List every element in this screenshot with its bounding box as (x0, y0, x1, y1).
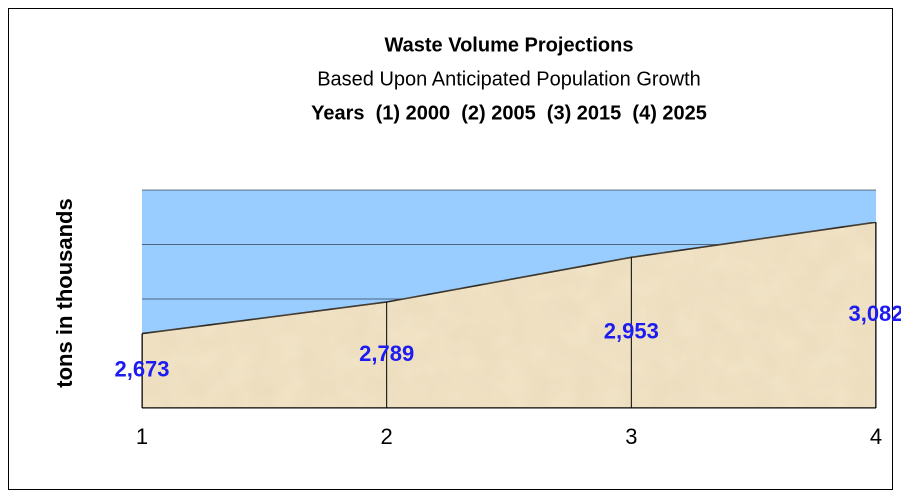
chart-subtitle: Based Upon Anticipated Population Growth (317, 68, 701, 90)
y-axis-label: tons in thousands (52, 198, 77, 387)
chart-note: Years (1) 2000 (2) 2005 (3) 2015 (4) 202… (311, 102, 707, 124)
data-label: 2,673 (114, 357, 169, 382)
data-label: 2,789 (359, 341, 414, 366)
x-tick-label: 1 (136, 424, 148, 449)
data-label: 3,082 (848, 301, 901, 326)
x-tick-label: 2 (381, 424, 393, 449)
data-label: 2,953 (604, 318, 659, 343)
x-tick-label: 3 (625, 424, 637, 449)
x-tick-label: 4 (870, 424, 882, 449)
chart-title: Waste Volume Projections (385, 34, 634, 56)
